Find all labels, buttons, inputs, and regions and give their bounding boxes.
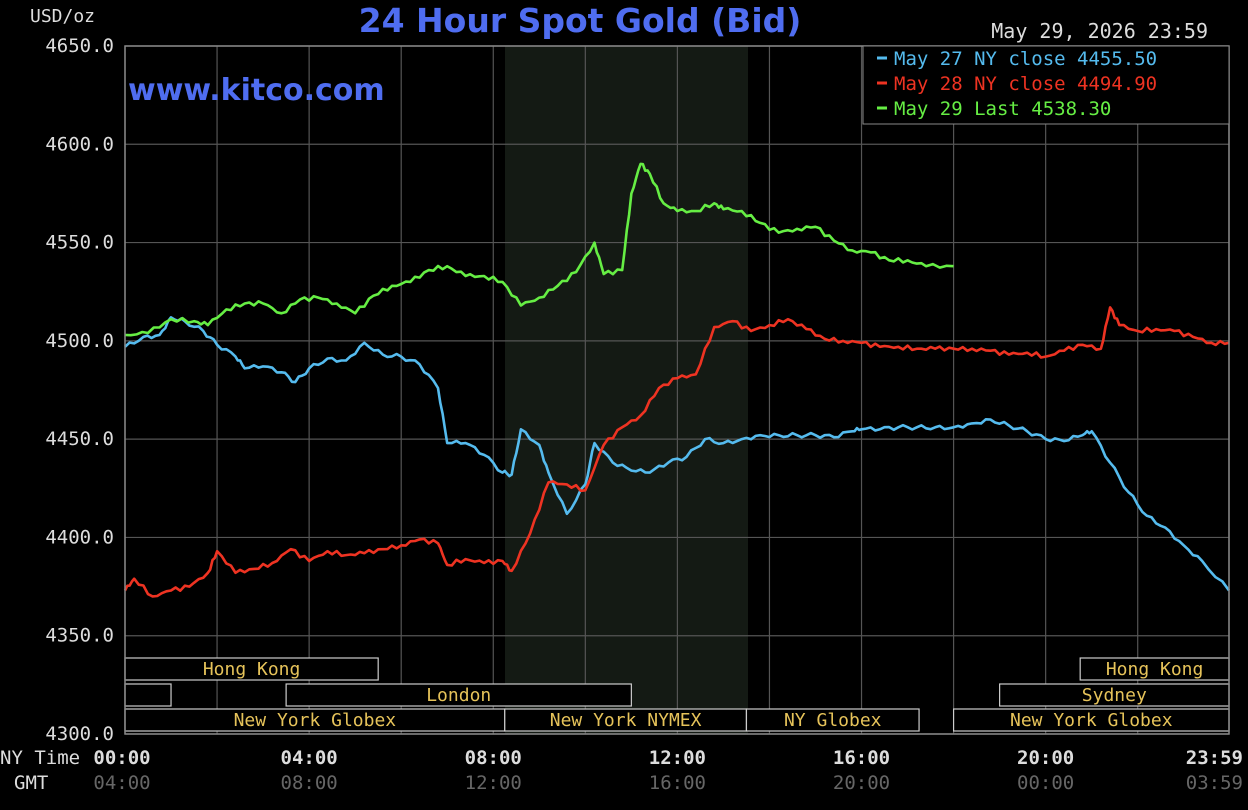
x-tick-gmt: 08:00 [281,772,338,794]
series-line-3 [124,162,954,337]
gmt-row-label: GMT [14,772,48,794]
kitco-watermark: www.kitco.com [128,73,385,108]
x-tick-ny: 12:00 [649,747,706,769]
session-label: New York Globex [1010,710,1173,731]
session-label: NY Globex [784,710,882,731]
nymex-shaded-period [505,46,748,734]
session-label: Sydney [1082,685,1147,706]
session-box [745,708,920,732]
legend-entry: May 27 NY close 4455.50 [894,48,1157,70]
session-label: New York NYMEX [550,710,702,731]
x-tick-ny: 08:00 [465,747,522,769]
chart-grid [124,45,1230,735]
series-line-1 [124,316,1231,592]
y-tick-label: 4600.0 [45,133,114,155]
x-tick-ny: 04:00 [281,747,338,769]
legend-entry: May 28 NY close 4494.90 [894,73,1157,95]
session-box [124,683,172,707]
timestamp: May 29, 2026 23:59 [991,19,1208,43]
plot-frame [124,45,1230,735]
ny-time-row-label: NY Time [0,747,80,769]
x-tick-ny: 23:59 [1186,747,1243,769]
x-tick-gmt: 12:00 [465,772,522,794]
y-tick-label: 4400.0 [45,526,114,548]
session-label: New York Globex [234,710,397,731]
series-line-2 [123,306,1230,598]
x-tick-gmt: 00:00 [1017,772,1074,794]
x-axis-ticks: 00:00 04:00 04:00 08:00 08:00 12:00 12:00 16:00… [93,747,1243,794]
x-tick-gmt: 16:00 [649,772,706,794]
y-tick-label: 4300.0 [45,723,114,745]
y-tick-label: 4450.0 [45,428,114,450]
x-tick-ny: 20:00 [1017,747,1074,769]
price-lines [123,162,1231,598]
x-tick-gmt: 20:00 [833,772,890,794]
session-label: Hong Kong [1106,659,1204,680]
y-tick-label: 4500.0 [45,330,114,352]
session-box [285,683,632,707]
x-tick-ny: 16:00 [833,747,890,769]
x-tick-ny: 00:00 [93,747,150,769]
y-axis-ticks: 4650.0 4600.0 4550.0 4500.0 4450.0 4400.0 4350… [45,35,114,745]
legend-entry: May 29 Last 4538.30 [894,98,1111,120]
y-tick-label: 4350.0 [45,625,114,647]
x-tick-gmt: 04:00 [93,772,150,794]
session-label: Hong Kong [203,659,301,680]
y-tick-label: 4550.0 [45,232,114,254]
y-axis-unit: USD/oz [30,6,95,27]
x-tick-gmt: 03:59 [1186,772,1243,794]
y-tick-label: 4650.0 [45,35,114,57]
chart-title: 24 Hour Spot Gold (Bid) [359,1,802,40]
legend: May 27 NY close 4455.50 May 28 NY close 4… [877,48,1157,120]
session-label: London [426,685,491,706]
legend-box [862,45,1230,125]
